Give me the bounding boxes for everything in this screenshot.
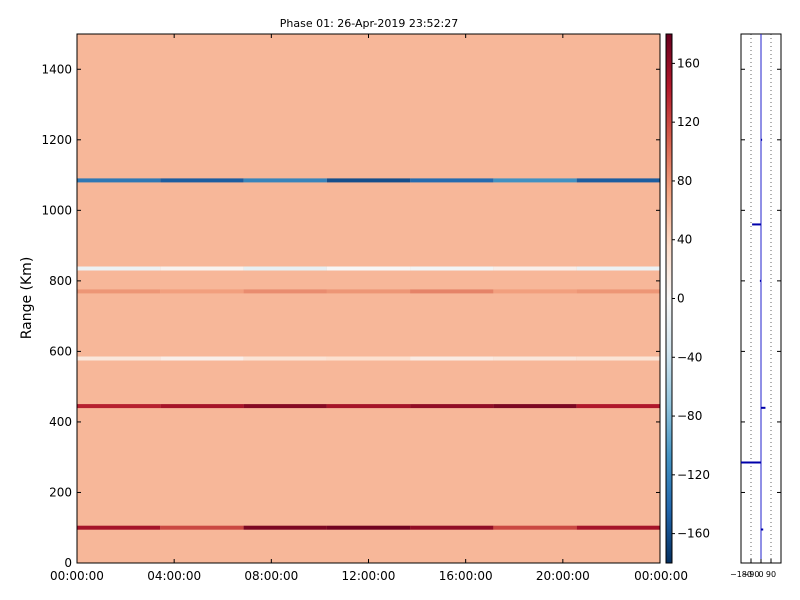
colorbar: 160 120 80 40 0 −40 −80 −120 −160: [665, 33, 710, 564]
chart-title: Phase 01: 26-Apr-2019 23:52:27: [280, 17, 458, 30]
range-band-cell: [493, 178, 577, 183]
range-band-cell: [493, 356, 577, 361]
range-band-cell: [326, 178, 411, 183]
range-band-cell: [160, 356, 244, 361]
side-x-tick-label: 0: [758, 570, 763, 579]
x-tick-label: 16:00:00: [439, 569, 493, 583]
range-band-cell: [77, 178, 161, 183]
x-tick-label: 20:00:00: [536, 569, 590, 583]
range-band-cell: [243, 356, 327, 361]
y-axis: 0 200 400 600 800 1000 1200 1400: [41, 62, 660, 570]
range-band-cell: [160, 178, 244, 183]
range-band-cell: [493, 289, 577, 294]
y-tick-label: 0: [64, 556, 72, 570]
range-band-cell: [493, 266, 577, 271]
range-band-cell: [243, 404, 327, 409]
range-band-cell: [243, 525, 327, 530]
side-phase-plot: −180−90 0 90: [730, 33, 782, 579]
range-band-cell: [77, 356, 161, 361]
y-tick-label: 1200: [41, 133, 72, 147]
range-band-cell: [410, 289, 494, 294]
range-band-cell: [493, 404, 577, 409]
range-band-cell: [160, 289, 244, 294]
range-band-cell: [326, 289, 411, 294]
range-band-cell: [77, 266, 161, 271]
range-band-cell: [576, 404, 660, 409]
range-band-cell: [410, 525, 494, 530]
range-band-cell: [576, 266, 660, 271]
colorbar-tick-label: 80: [677, 174, 692, 188]
range-band-cell: [576, 525, 660, 530]
range-band-cell: [576, 289, 660, 294]
range-band-cell: [160, 525, 244, 530]
y-tick-label: 600: [49, 344, 72, 358]
colorbar-tick-label: −80: [677, 409, 702, 423]
x-tick-label: 00:00:00: [50, 569, 104, 583]
y-tick-label: 800: [49, 274, 72, 288]
range-band-cell: [243, 266, 327, 271]
colorbar-tick-label: −160: [677, 527, 710, 541]
range-band-cell: [493, 525, 577, 530]
side-x-tick-label: 90: [766, 570, 776, 579]
range-band-cell: [410, 178, 494, 183]
range-band-cell: [160, 404, 244, 409]
y-tick-label: 400: [49, 415, 72, 429]
colorbar-tick-label: −40: [677, 350, 702, 364]
range-band-cell: [326, 356, 411, 361]
x-tick-label: 04:00:00: [147, 569, 201, 583]
colorbar-gradient: [665, 33, 673, 564]
range-band-cell: [77, 525, 161, 530]
range-band-cell: [576, 356, 660, 361]
side-x-tick-label: −180: [730, 570, 752, 579]
x-axis: 00:00:00 04:00:00 08:00:00 12:00:00 16:00:00…: [50, 34, 688, 583]
colorbar-tick-label: 0: [677, 292, 685, 306]
colorbar-tick-label: 160: [677, 56, 700, 70]
range-band-cell: [77, 289, 161, 294]
range-band-cell: [326, 525, 411, 530]
range-band-cell: [77, 404, 161, 409]
side-x-tick-label: −90: [743, 570, 760, 579]
range-band-cell: [326, 404, 411, 409]
colorbar-tick-label: 120: [677, 115, 700, 129]
x-tick-label: 08:00:00: [244, 569, 298, 583]
heatmap-background: [77, 34, 660, 563]
range-band-cell: [160, 266, 244, 271]
range-band-cell: [410, 266, 494, 271]
range-band-cell: [243, 178, 327, 183]
colorbar-tick-label: −120: [677, 468, 710, 482]
y-tick-label: 1400: [41, 62, 72, 76]
range-band-cell: [326, 266, 411, 271]
y-tick-label: 200: [49, 485, 72, 499]
heatmap: [76, 33, 661, 564]
range-band-cell: [410, 356, 494, 361]
range-band-cell: [576, 178, 660, 183]
x-tick-label: 00:00:00: [634, 569, 688, 583]
range-band-cell: [410, 404, 494, 409]
x-tick-label: 12:00:00: [342, 569, 396, 583]
colorbar-tick-label: 40: [677, 233, 692, 247]
y-tick-label: 1000: [41, 203, 72, 217]
y-axis-label: Range (Km): [19, 257, 35, 340]
range-band-cell: [243, 289, 327, 294]
